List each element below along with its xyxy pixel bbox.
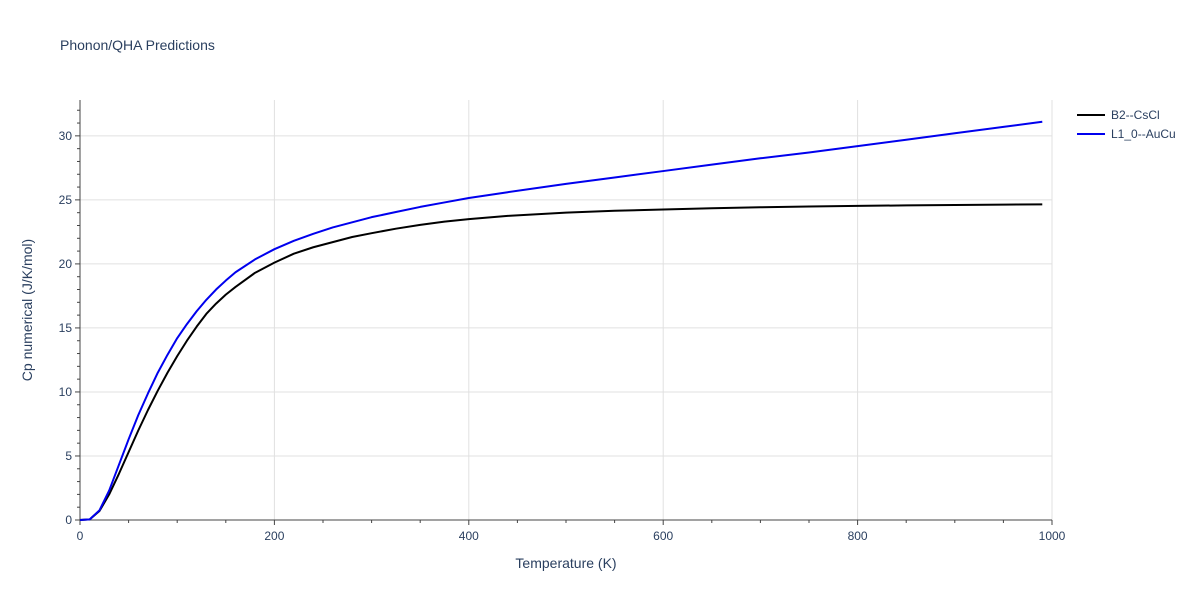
x-tick-label: 800 (848, 529, 868, 543)
y-axis-title: Cp numerical (J/K/mol) (19, 239, 35, 381)
series-line-1 (79, 203, 1043, 521)
x-axis-title: Temperature (K) (515, 555, 616, 571)
x-tick-label: 200 (264, 529, 284, 543)
y-tick-label: 15 (59, 321, 73, 335)
legend-label: L1_0--AuCu (1111, 127, 1176, 141)
y-tick-label: 30 (59, 129, 73, 143)
legend-label: B2--CsCl (1111, 108, 1160, 122)
y-tick-label: 20 (59, 257, 73, 271)
axes (75, 100, 1053, 525)
chart-title: Phonon/QHA Predictions (60, 37, 215, 53)
x-tick-label: 0 (77, 529, 84, 543)
y-tick-label: 0 (65, 513, 72, 527)
legend-item-2[interactable]: L1_0--AuCu (1077, 127, 1176, 141)
tick-labels: 0 200 400 600 800 1000 0 5 10 15 20 25 30 (59, 129, 1066, 543)
y-tick-label: 5 (65, 449, 72, 463)
series-layer (79, 120, 1043, 521)
x-tick-label: 400 (459, 529, 479, 543)
gridlines (80, 100, 1053, 520)
y-tick-label: 10 (59, 385, 73, 399)
x-tick-label: 1000 (1039, 529, 1066, 543)
series-line-2 (79, 120, 1043, 521)
legend[interactable]: B2--CsCl L1_0--AuCu (1077, 108, 1176, 141)
x-tick-label: 600 (653, 529, 673, 543)
y-tick-label: 25 (59, 193, 73, 207)
legend-item-1[interactable]: B2--CsCl (1077, 108, 1160, 122)
